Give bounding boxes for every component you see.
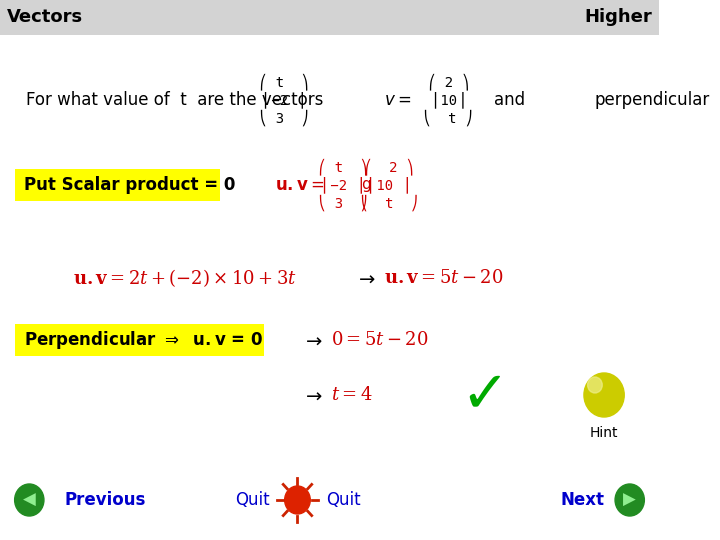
Text: Quit: Quit	[326, 491, 361, 509]
FancyBboxPatch shape	[0, 0, 659, 35]
Text: Previous: Previous	[64, 491, 145, 509]
FancyBboxPatch shape	[14, 324, 264, 356]
Circle shape	[284, 486, 310, 514]
Text: $\mathbf{u.v} = $: $\mathbf{u.v} = $	[274, 176, 324, 194]
Text: $\mathbf{u.v} = 2t + (-2) \times 10 + 3t$: $\mathbf{u.v} = 2t + (-2) \times 10 + 3t…	[73, 267, 297, 289]
Text: $\rightarrow$: $\rightarrow$	[302, 330, 323, 349]
Text: ⎜−2 ⎟: ⎜−2 ⎟	[323, 177, 364, 193]
Text: Perpendicular $\Rightarrow$  $\mathbf{u.v}$ = 0: Perpendicular $\Rightarrow$ $\mathbf{u.v…	[24, 329, 263, 351]
Text: ⎜10 ⎟: ⎜10 ⎟	[368, 177, 410, 193]
Circle shape	[584, 373, 624, 417]
Text: ⎜−2 ⎟: ⎜−2 ⎟	[263, 92, 305, 109]
Text: and: and	[494, 91, 526, 109]
Text: $v = $: $v = $	[384, 91, 412, 109]
Text: ◀: ◀	[23, 491, 36, 509]
Circle shape	[588, 377, 602, 393]
Circle shape	[14, 484, 44, 516]
Text: ⎝ 3  ⎠: ⎝ 3 ⎠	[258, 110, 309, 126]
Text: $t = 4$: $t = 4$	[331, 386, 373, 404]
Text: ⎝  t  ⎠: ⎝ t ⎠	[360, 195, 418, 211]
Text: ⎝  t ⎠: ⎝ t ⎠	[423, 110, 474, 126]
Text: Hint: Hint	[590, 426, 618, 440]
Text: ⎜10⎟: ⎜10⎟	[432, 92, 465, 109]
Text: Higher: Higher	[584, 8, 652, 26]
Text: $\mathbf{u.v} = 5t - 20$: $\mathbf{u.v} = 5t - 20$	[384, 269, 504, 287]
Text: perpendicular: perpendicular	[595, 91, 710, 109]
Text: ✓: ✓	[461, 367, 510, 423]
Text: Quit: Quit	[235, 491, 270, 509]
Text: $\rightarrow$: $\rightarrow$	[355, 268, 377, 287]
Text: ⎛ t  ⎞: ⎛ t ⎞	[318, 159, 369, 176]
Text: ⎛ t  ⎞: ⎛ t ⎞	[258, 73, 309, 90]
Text: ⎛  2 ⎞: ⎛ 2 ⎞	[364, 159, 414, 176]
Text: Next: Next	[560, 491, 604, 509]
Text: For what value of  t  are the vectors: For what value of t are the vectors	[26, 91, 323, 109]
Text: g: g	[361, 178, 371, 192]
Text: Put Scalar product = 0: Put Scalar product = 0	[24, 176, 235, 194]
Text: Vectors: Vectors	[7, 8, 84, 26]
Text: ⎝ 3  ⎠: ⎝ 3 ⎠	[318, 195, 369, 211]
Circle shape	[615, 484, 644, 516]
Text: ⎛ 2 ⎞: ⎛ 2 ⎞	[428, 73, 469, 90]
Text: $\rightarrow$: $\rightarrow$	[302, 386, 323, 404]
FancyBboxPatch shape	[14, 169, 220, 201]
Text: ▶: ▶	[624, 491, 636, 509]
Text: $0 = 5t - 20$: $0 = 5t - 20$	[331, 331, 429, 349]
